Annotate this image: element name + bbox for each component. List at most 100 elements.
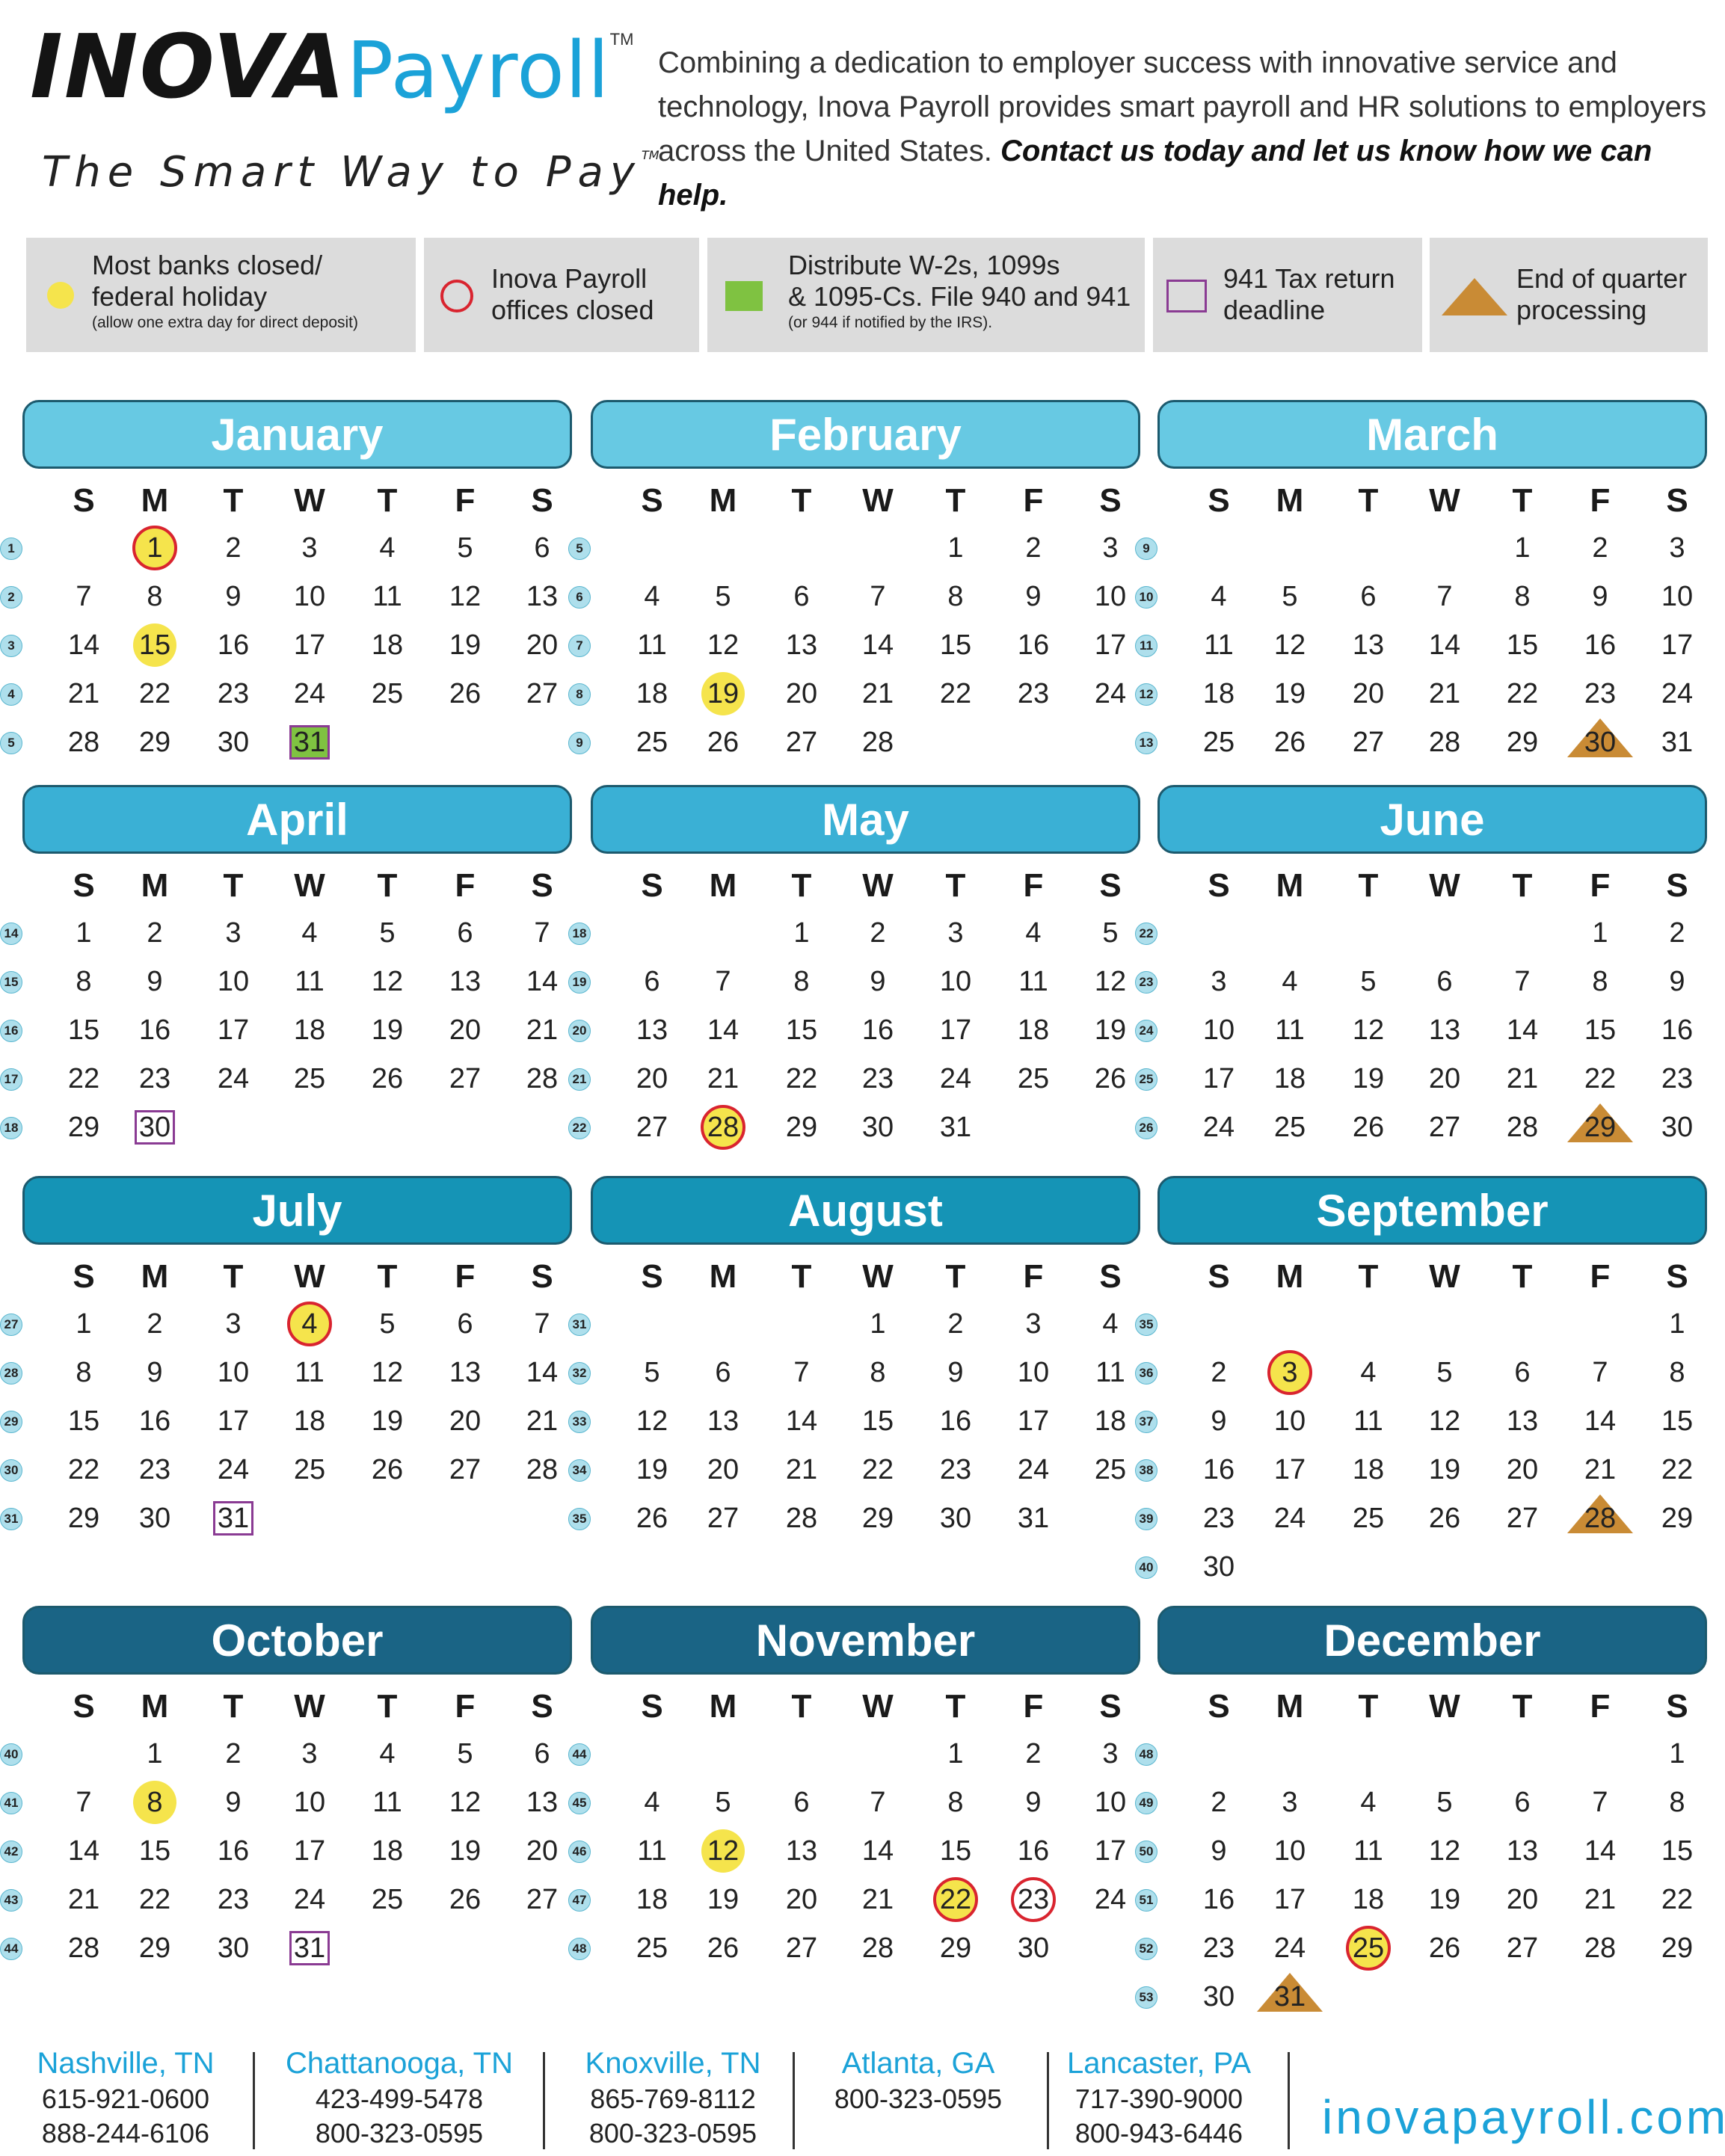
day-cell[interactable]: 26 <box>1407 1926 1482 1971</box>
day-cell[interactable]: 14 <box>1407 623 1482 668</box>
day-cell[interactable]: 2 <box>1181 1780 1256 1825</box>
day-cell[interactable]: 17 <box>1252 1447 1327 1492</box>
day-cell[interactable]: 16 <box>196 1829 271 1873</box>
day-cell[interactable]: 4 <box>1073 1302 1148 1346</box>
day-cell[interactable]: 28 <box>46 720 121 765</box>
day-cell[interactable]: 25 <box>1181 720 1256 765</box>
day-cell[interactable]: 30 <box>117 1105 192 1150</box>
day-cell[interactable]: 17 <box>196 1008 271 1053</box>
day-cell[interactable]: 18 <box>272 1399 347 1444</box>
day-cell[interactable]: 14 <box>840 1829 915 1873</box>
day-cell[interactable]: 19 <box>615 1447 689 1492</box>
day-cell[interactable]: 12 <box>350 1350 425 1395</box>
day-cell[interactable]: 4 <box>1331 1780 1406 1825</box>
day-cell[interactable]: 18 <box>1331 1877 1406 1922</box>
day-cell[interactable]: 29 <box>918 1926 993 1971</box>
day-cell[interactable]: 2 <box>1640 911 1715 955</box>
day-cell[interactable]: 23 <box>1640 1056 1715 1101</box>
day-cell[interactable]: 27 <box>428 1056 502 1101</box>
day-cell[interactable]: 27 <box>615 1105 689 1150</box>
day-cell[interactable]: 22 <box>918 1877 993 1922</box>
day-cell[interactable]: 12 <box>1073 959 1148 1004</box>
day-cell[interactable]: 9 <box>117 1350 192 1395</box>
day-cell[interactable]: 10 <box>1252 1829 1327 1873</box>
day-cell[interactable]: 25 <box>350 671 425 716</box>
day-cell[interactable]: 13 <box>1485 1399 1560 1444</box>
day-cell[interactable]: 16 <box>117 1399 192 1444</box>
day-cell[interactable]: 25 <box>996 1056 1071 1101</box>
day-cell[interactable]: 30 <box>1181 1544 1256 1589</box>
day-cell[interactable]: 25 <box>615 720 689 765</box>
day-cell[interactable]: 23 <box>1181 1926 1256 1971</box>
day-cell[interactable]: 27 <box>1331 720 1406 765</box>
day-cell[interactable]: 3 <box>272 1731 347 1776</box>
day-cell[interactable]: 11 <box>1331 1399 1406 1444</box>
day-cell[interactable]: 16 <box>1563 623 1638 668</box>
day-cell[interactable]: 30 <box>996 1926 1071 1971</box>
day-cell[interactable]: 18 <box>350 623 425 668</box>
day-cell[interactable]: 9 <box>196 574 271 619</box>
day-cell[interactable]: 16 <box>117 1008 192 1053</box>
day-cell[interactable]: 11 <box>615 1829 689 1873</box>
day-cell[interactable]: 28 <box>840 720 915 765</box>
day-cell[interactable]: 7 <box>1563 1780 1638 1825</box>
day-cell[interactable]: 22 <box>1485 671 1560 716</box>
day-cell[interactable]: 23 <box>996 671 1071 716</box>
day-cell[interactable]: 15 <box>46 1399 121 1444</box>
day-cell[interactable]: 13 <box>764 623 839 668</box>
day-cell[interactable]: 28 <box>840 1926 915 1971</box>
day-cell[interactable]: 5 <box>1331 959 1406 1004</box>
office-phone[interactable]: 888-244-6106 <box>41 2118 210 2149</box>
day-cell[interactable]: 5 <box>428 1731 502 1776</box>
day-cell[interactable]: 8 <box>1485 574 1560 619</box>
day-cell[interactable]: 22 <box>1563 1056 1638 1101</box>
day-cell[interactable]: 12 <box>1331 1008 1406 1053</box>
day-cell[interactable]: 15 <box>764 1008 839 1053</box>
day-cell[interactable]: 12 <box>686 623 760 668</box>
day-cell[interactable]: 27 <box>1485 1926 1560 1971</box>
day-cell[interactable]: 21 <box>764 1447 839 1492</box>
day-cell[interactable]: 25 <box>1331 1496 1406 1541</box>
day-cell[interactable]: 3 <box>1252 1350 1327 1395</box>
day-cell[interactable]: 22 <box>46 1447 121 1492</box>
day-cell[interactable]: 26 <box>1252 720 1327 765</box>
day-cell[interactable]: 4 <box>1331 1350 1406 1395</box>
day-cell[interactable]: 2 <box>196 526 271 570</box>
day-cell[interactable]: 28 <box>505 1447 579 1492</box>
day-cell[interactable]: 8 <box>764 959 839 1004</box>
day-cell[interactable]: 10 <box>1181 1008 1256 1053</box>
day-cell[interactable]: 27 <box>1485 1496 1560 1541</box>
day-cell[interactable]: 13 <box>615 1008 689 1053</box>
day-cell[interactable]: 22 <box>46 1056 121 1101</box>
day-cell[interactable]: 17 <box>1640 623 1715 668</box>
day-cell[interactable]: 11 <box>996 959 1071 1004</box>
day-cell[interactable]: 26 <box>350 1447 425 1492</box>
day-cell[interactable]: 23 <box>996 1877 1071 1922</box>
day-cell[interactable]: 9 <box>996 1780 1071 1825</box>
day-cell[interactable]: 31 <box>272 720 347 765</box>
day-cell[interactable]: 18 <box>1181 671 1256 716</box>
day-cell[interactable]: 6 <box>505 1731 579 1776</box>
day-cell[interactable]: 7 <box>1485 959 1560 1004</box>
day-cell[interactable]: 12 <box>615 1399 689 1444</box>
day-cell[interactable]: 18 <box>1331 1447 1406 1492</box>
day-cell[interactable]: 15 <box>117 1829 192 1873</box>
day-cell[interactable]: 6 <box>764 574 839 619</box>
day-cell[interactable]: 7 <box>764 1350 839 1395</box>
day-cell[interactable]: 25 <box>1331 1926 1406 1971</box>
day-cell[interactable]: 13 <box>1485 1829 1560 1873</box>
day-cell[interactable]: 18 <box>615 671 689 716</box>
day-cell[interactable]: 16 <box>918 1399 993 1444</box>
day-cell[interactable]: 19 <box>428 1829 502 1873</box>
day-cell[interactable]: 8 <box>1640 1780 1715 1825</box>
day-cell[interactable]: 19 <box>686 671 760 716</box>
day-cell[interactable]: 7 <box>505 1302 579 1346</box>
day-cell[interactable]: 5 <box>686 574 760 619</box>
day-cell[interactable]: 12 <box>428 574 502 619</box>
day-cell[interactable]: 29 <box>764 1105 839 1150</box>
day-cell[interactable]: 4 <box>615 574 689 619</box>
day-cell[interactable]: 26 <box>428 1877 502 1922</box>
day-cell[interactable]: 15 <box>1640 1829 1715 1873</box>
day-cell[interactable]: 18 <box>1252 1056 1327 1101</box>
day-cell[interactable]: 27 <box>764 720 839 765</box>
